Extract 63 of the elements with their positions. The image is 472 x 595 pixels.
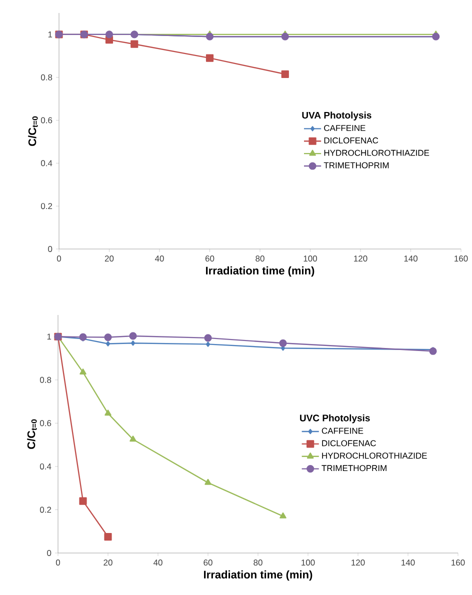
- legend-label: HYDROCHLOROTHIAZIDE: [322, 452, 427, 459]
- x-tick-label: 120: [352, 560, 365, 566]
- point: [279, 339, 287, 347]
- legend-label: DICLOFENAC: [324, 137, 378, 144]
- point: [104, 410, 112, 416]
- x-tick-label: 100: [302, 560, 315, 566]
- y-tick-label: 0.2: [40, 203, 52, 210]
- x-tick-label: 80: [256, 256, 264, 262]
- x-tick-label: 20: [104, 560, 112, 566]
- point: [130, 340, 136, 346]
- legend-label: TRIMETHOPRIM: [324, 162, 389, 168]
- legend-title: UVA Photolysis: [302, 112, 372, 120]
- x-tick-label: 40: [153, 560, 162, 566]
- x-axis-title: Irradiation time (min): [206, 266, 314, 277]
- y-tick-label: 0: [48, 246, 52, 252]
- legend-label: HYDROCHLOROTHIAZIDE: [324, 150, 430, 156]
- point: [104, 333, 112, 342]
- y-tick-label: 0.4: [40, 160, 52, 166]
- x-tick-label: 120: [354, 256, 368, 262]
- y-tick-label: 0: [47, 550, 52, 556]
- point: [130, 436, 136, 442]
- legend-label: CAFFEINE: [322, 428, 364, 434]
- point: [79, 497, 87, 505]
- point: [206, 54, 214, 62]
- y-tick-label: 1: [47, 334, 52, 340]
- point: [80, 368, 86, 375]
- x-tick-label: 80: [254, 560, 262, 566]
- point: [281, 70, 289, 78]
- x-tick-label: 60: [205, 256, 214, 262]
- y-tick-label: 0.2: [40, 506, 52, 513]
- y-tick-label: 0.8: [40, 376, 52, 383]
- y-axis-title: C/C$_{t=0}$: [27, 419, 37, 449]
- y-tick-label: 0.6: [40, 420, 52, 426]
- y-axis-title: C/C$_{t=0}$: [28, 116, 38, 146]
- x-tick-label: 20: [104, 256, 114, 262]
- y-tick-label: 0.4: [40, 463, 52, 470]
- x-tick-label: 140: [404, 256, 418, 262]
- point: [206, 342, 210, 347]
- legend-label: TRIMETHOPRIM: [322, 465, 386, 472]
- legend-label: DICLOFENAC: [322, 440, 376, 446]
- x-tick-label: 0: [56, 560, 60, 566]
- x-tick-label: 160: [452, 560, 465, 566]
- legend-title: UVC Photolysis: [300, 414, 370, 424]
- x-tick-label: 100: [304, 256, 318, 262]
- point: [106, 341, 110, 346]
- x-tick-label: 0: [56, 256, 62, 262]
- x-axis-title: Irradiation time (min): [204, 570, 312, 581]
- x-tick-label: 60: [204, 560, 212, 566]
- y-tick-label: 0.8: [40, 74, 52, 80]
- point: [204, 478, 212, 485]
- point: [280, 512, 286, 518]
- legend-label: CAFFEINE: [324, 124, 366, 131]
- y-tick-label: 1: [48, 32, 52, 38]
- point: [429, 347, 437, 355]
- point: [79, 333, 87, 341]
- point: [104, 532, 112, 541]
- point: [204, 334, 212, 342]
- point: [130, 40, 138, 48]
- x-tick-label: 40: [154, 256, 164, 262]
- x-tick-label: 160: [454, 256, 468, 262]
- point: [129, 332, 137, 340]
- x-tick-label: 140: [402, 560, 415, 566]
- y-tick-label: 0.6: [40, 117, 52, 124]
